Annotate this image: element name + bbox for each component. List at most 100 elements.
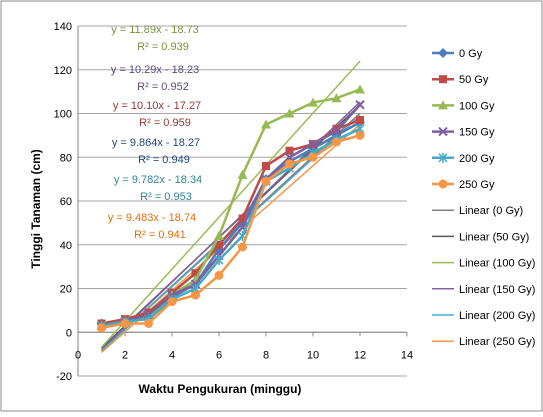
data-point [237, 169, 248, 179]
data-point [261, 176, 271, 186]
legend-item: 250 Gy [432, 179, 495, 191]
y-tick-label: 40 [60, 240, 72, 252]
legend-item: Linear (0 Gy) [432, 205, 523, 217]
data-point [144, 319, 153, 328]
data-point [191, 269, 200, 278]
legend-item: 0 Gy [432, 48, 483, 60]
trend-equation: y = 11.89x - 18.73 [111, 24, 199, 36]
data-point [214, 255, 224, 266]
x-tick-label: 14 [401, 349, 413, 361]
x-tick-label: 4 [169, 349, 175, 361]
legend-marker [438, 100, 448, 110]
legend-marker [438, 179, 448, 189]
data-point [284, 152, 295, 162]
legend-item: Linear (200 Gy) [432, 310, 535, 322]
data-point [214, 231, 224, 240]
series-5 [97, 130, 365, 333]
legend-marker [439, 75, 447, 84]
data-point [285, 146, 294, 155]
trend-equation: y = 9.864x - 18.27 [112, 137, 200, 149]
data-point [332, 137, 341, 147]
trend-equation: y = 9.483x - 18.74 [108, 212, 196, 224]
data-point [355, 84, 365, 94]
data-point [284, 108, 295, 118]
legend-item: Linear (50 Gy) [432, 231, 529, 243]
data-point [215, 240, 223, 249]
x-tick-label: 8 [263, 349, 269, 361]
y-tick-label: 100 [54, 109, 72, 121]
legend-item: Linear (150 Gy) [432, 284, 535, 296]
trend-r-squared: R² = 0.953 [140, 191, 192, 203]
marker-stroke [237, 222, 248, 232]
data-point [238, 214, 247, 223]
data-point [285, 159, 294, 169]
trend-r-squared: R² = 0.941 [134, 229, 186, 241]
legend-label: 250 Gy [459, 179, 495, 191]
x-tick-label: 2 [122, 349, 128, 361]
data-point [238, 242, 247, 252]
data-point [308, 152, 318, 162]
y-tick-label: 20 [60, 284, 72, 296]
x-tick-label: 0 [75, 349, 81, 361]
legend-item: Linear (100 Gy) [432, 258, 535, 270]
legend-item: 200 Gy [432, 152, 495, 165]
legend-label: Linear (200 Gy) [459, 310, 535, 322]
trend-r-squared: R² = 0.952 [137, 81, 189, 93]
legend-item: 100 Gy [432, 100, 495, 112]
trend-equation: y = 10.10x - 17.27 [113, 100, 201, 112]
legend-label: 100 Gy [459, 100, 495, 112]
x-axis-title: Waktu Pengukuran (minggu) [139, 382, 302, 396]
data-point [308, 97, 318, 107]
data-point [355, 100, 365, 110]
marker-stroke [355, 100, 365, 110]
data-point [214, 270, 224, 280]
legend-marker [438, 126, 448, 137]
y-axis-title: Tinggi Tanaman (cm) [29, 149, 43, 269]
y-tick-label: 0 [66, 327, 72, 339]
trend-r-squared: R² = 0.949 [138, 154, 190, 166]
marker-stroke [284, 152, 295, 162]
legend-marker [438, 152, 448, 163]
y-tick-label: 60 [60, 196, 72, 208]
data-point [308, 139, 318, 149]
legend-item: 150 Gy [432, 127, 495, 139]
legend-label: 150 Gy [459, 127, 495, 139]
marker-stroke [331, 126, 342, 136]
legend-label: 200 Gy [459, 153, 495, 165]
y-tick-label: 80 [60, 152, 72, 164]
marker-stroke [438, 126, 448, 137]
legend-label: Linear (0 Gy) [459, 205, 523, 217]
trend-equation: y = 9.782x - 18.34 [114, 174, 202, 186]
marker-stroke [308, 139, 318, 149]
y-tick-label: 120 [54, 65, 72, 77]
legend-label: Linear (100 Gy) [459, 258, 535, 270]
legend-item: Linear (250 Gy) [432, 336, 535, 348]
data-point [262, 162, 270, 170]
legend-label: Linear (250 Gy) [459, 336, 535, 348]
data-point [261, 119, 271, 129]
y-tick-label: -20 [56, 371, 72, 383]
legend-label: Linear (50 Gy) [459, 231, 529, 243]
data-point [355, 130, 365, 140]
data-point [167, 297, 177, 307]
data-point [331, 126, 342, 136]
legend-marker [438, 48, 448, 58]
data-point [332, 124, 341, 133]
x-tick-label: 10 [307, 349, 319, 361]
data-point [191, 290, 200, 300]
x-tick-label: 12 [354, 349, 366, 361]
series-line [101, 127, 361, 327]
trend-r-squared: R² = 0.939 [137, 41, 189, 53]
data-point [331, 93, 342, 103]
data-point [356, 116, 364, 125]
legend-item: 50 Gy [432, 74, 489, 86]
data-point [120, 319, 130, 328]
legend-label: Linear (150 Gy) [459, 284, 535, 296]
legend-label: 50 Gy [459, 74, 489, 86]
legend-label: 0 Gy [459, 48, 483, 60]
x-tick-label: 6 [216, 349, 222, 361]
data-point [97, 323, 106, 333]
trend-r-squared: R² = 0.959 [139, 117, 191, 129]
